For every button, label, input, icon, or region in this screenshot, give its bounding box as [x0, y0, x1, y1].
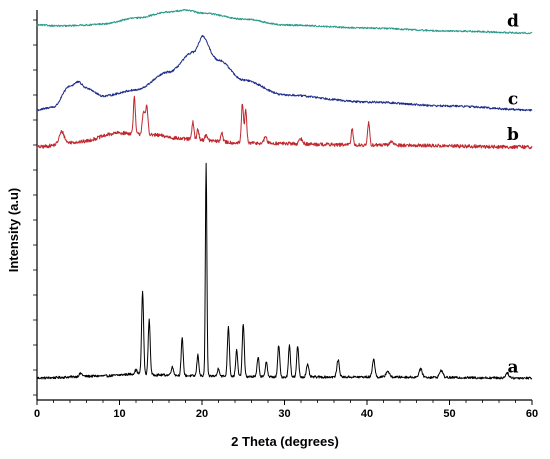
x-axis-ticks: 0 10 20 30 40 50 60 — [34, 400, 538, 420]
series-layer — [36, 8, 533, 380]
x-tick-label: 0 — [34, 408, 40, 420]
series-line-a — [36, 162, 533, 380]
series-line-d — [36, 8, 533, 35]
y-axis-title: Intensity (a.u) — [6, 188, 21, 273]
x-tick-label: 50 — [443, 408, 455, 420]
series-labels: a bc d — [507, 12, 519, 378]
series-label-c: c — [508, 90, 518, 110]
series-label-d: d — [507, 12, 519, 32]
x-tick-label: 20 — [196, 408, 208, 420]
y-axis-ticks — [33, 19, 37, 396]
series-label-a: a — [507, 358, 518, 378]
x-axis-title: 2 Theta (degrees) — [231, 434, 339, 449]
plot-area: 0 10 20 30 40 50 60 a bc d — [33, 8, 538, 420]
x-tick-label: 10 — [113, 408, 125, 420]
series-label-b: b — [507, 125, 519, 145]
x-tick-label: 40 — [361, 408, 373, 420]
x-tick-label: 60 — [526, 408, 538, 420]
x-tick-label: 30 — [278, 408, 290, 420]
series-line-b — [36, 95, 533, 150]
series-line-c — [36, 34, 533, 112]
